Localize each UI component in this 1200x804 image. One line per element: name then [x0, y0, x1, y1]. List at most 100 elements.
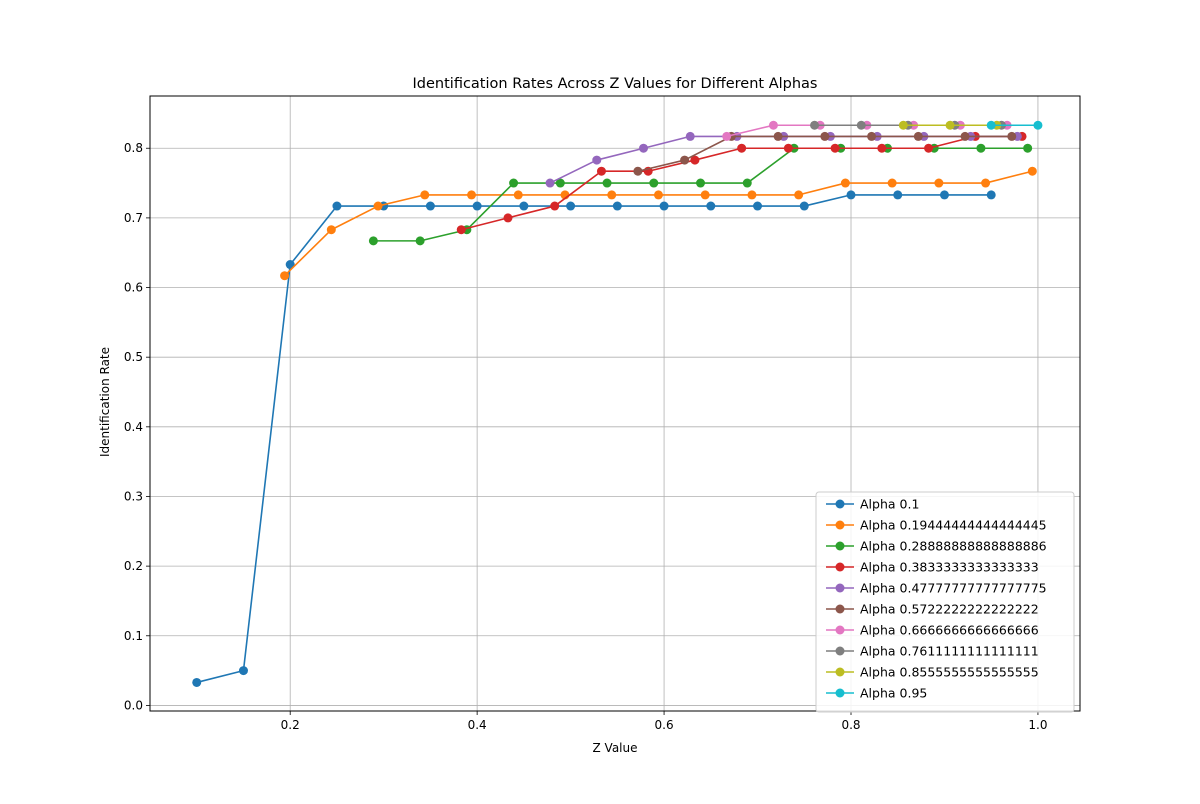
data-point	[519, 201, 529, 211]
legend-marker	[835, 604, 845, 614]
series-9	[898, 120, 1002, 130]
data-point	[986, 190, 996, 200]
data-point	[285, 260, 295, 270]
data-point	[867, 131, 877, 141]
data-point	[192, 677, 202, 687]
data-point	[566, 201, 576, 211]
data-point	[747, 190, 757, 200]
data-point	[649, 178, 659, 188]
data-point	[596, 166, 606, 176]
legend-label: Alpha 0.3833333333333333	[860, 560, 1039, 575]
data-point	[810, 120, 820, 130]
legend: Alpha 0.1 Alpha 0.19444444444444445 Alpha …	[815, 491, 1075, 713]
data-point	[820, 131, 830, 141]
legend-item: Alpha 0.47777777777777775	[826, 581, 1047, 596]
y-axis-label: Identification Rate	[98, 347, 112, 457]
data-point	[830, 143, 840, 153]
data-point	[472, 201, 482, 211]
legend-marker	[835, 520, 845, 530]
y-tick-label: 0.6	[124, 281, 143, 295]
x-tick-label: 0.4	[468, 718, 487, 732]
legend-marker	[835, 499, 845, 509]
data-point	[368, 236, 378, 246]
data-point	[893, 190, 903, 200]
legend-item: Alpha 0.5722222222222222	[826, 602, 1039, 617]
y-tick-label: 0.8	[124, 141, 143, 155]
data-point	[1007, 131, 1017, 141]
data-point	[467, 190, 477, 200]
legend-label: Alpha 0.28888888888888886	[860, 539, 1047, 554]
legend-label: Alpha 0.47777777777777775	[860, 581, 1047, 596]
legend-box	[815, 491, 1075, 713]
legend-marker	[835, 562, 845, 572]
data-point	[415, 236, 425, 246]
data-point	[1033, 120, 1043, 130]
data-point	[737, 143, 747, 153]
legend-label: Alpha 0.8555555555555555	[860, 665, 1039, 680]
data-point	[545, 178, 555, 188]
series-6	[633, 131, 1017, 176]
data-point	[612, 201, 622, 211]
data-point	[783, 143, 793, 153]
legend-item: Alpha 0.7611111111111111	[826, 644, 1039, 659]
data-point	[550, 201, 560, 211]
data-point	[332, 201, 342, 211]
data-point	[602, 178, 612, 188]
chart-title: Identification Rates Across Z Values for…	[413, 76, 818, 92]
data-point	[799, 201, 809, 211]
data-point	[700, 190, 710, 200]
series-1	[192, 190, 996, 687]
y-tick-label: 0.3	[124, 489, 143, 503]
x-tick-label: 0.2	[281, 718, 300, 732]
data-point	[773, 131, 783, 141]
data-point	[913, 131, 923, 141]
legend-marker	[835, 625, 845, 635]
data-point	[877, 143, 887, 153]
data-point	[887, 178, 897, 188]
data-point	[592, 155, 602, 165]
legend-item: Alpha 0.19444444444444445	[826, 518, 1047, 533]
data-point	[513, 190, 523, 200]
legend-label: Alpha 0.6666666666666666	[860, 623, 1039, 638]
data-point	[696, 178, 706, 188]
data-point	[753, 201, 763, 211]
legend-item: Alpha 0.3833333333333333	[826, 560, 1039, 575]
data-point	[945, 120, 955, 130]
legend-marker	[835, 688, 845, 698]
ticks: 0.2 0.4 0.6 0.8 1.0 0.0 0.1 0.2 0.3 0.4 0.5 0.6 0.7 0…	[124, 141, 1048, 732]
data-point	[509, 178, 519, 188]
data-point	[555, 178, 565, 188]
legend-marker	[835, 646, 845, 656]
y-tick-label: 0.0	[124, 698, 143, 712]
x-tick-label: 1.0	[1028, 718, 1047, 732]
series-2	[280, 166, 1037, 281]
grid	[150, 96, 1080, 711]
series-layer	[192, 120, 1043, 687]
plot-frame	[149, 95, 1081, 712]
legend-label: Alpha 0.19444444444444445	[860, 518, 1047, 533]
legend-marker	[835, 583, 845, 593]
x-axis-label: Z Value	[593, 741, 638, 755]
data-point	[706, 201, 716, 211]
legend-item: Alpha 0.8555555555555555	[826, 665, 1039, 680]
data-point	[425, 201, 435, 211]
data-point	[653, 190, 663, 200]
data-point	[659, 201, 669, 211]
data-point	[456, 225, 466, 235]
y-tick-label: 0.7	[124, 211, 143, 225]
data-point	[939, 190, 949, 200]
data-point	[924, 143, 934, 153]
legend-label: Alpha 0.95	[860, 686, 927, 701]
data-point	[742, 178, 752, 188]
legend-marker	[835, 667, 845, 677]
data-point	[1023, 143, 1033, 153]
data-point	[280, 271, 290, 281]
data-point	[986, 120, 996, 130]
data-point	[1027, 166, 1037, 176]
data-point	[846, 190, 856, 200]
data-point	[976, 143, 986, 153]
y-tick-label: 0.1	[124, 629, 143, 643]
y-tick-label: 0.2	[124, 559, 143, 573]
